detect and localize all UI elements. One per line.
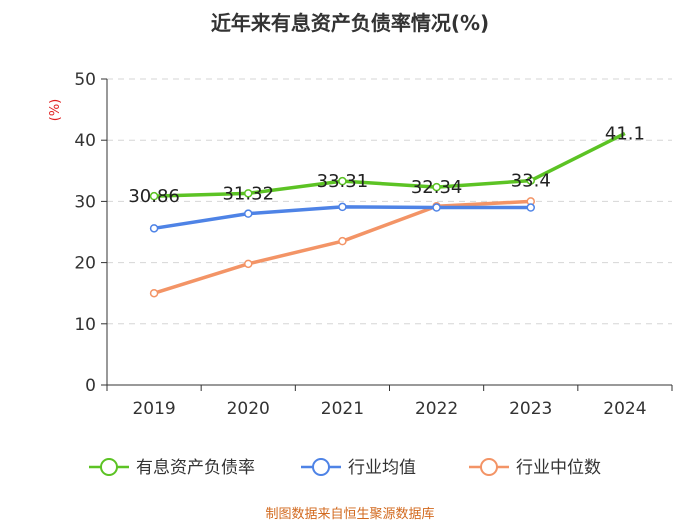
- series-point-0: [432, 182, 441, 192]
- series-point-0: [338, 176, 347, 186]
- x-tick-label: 2023: [509, 399, 552, 419]
- data-labels: 30.86 31.32 33.31 32.34 33.4 41.1: [128, 123, 645, 207]
- y-unit-label: (%): [48, 99, 63, 122]
- series-point-1: [149, 224, 159, 233]
- x-tick-label: 2022: [415, 399, 458, 419]
- x-tick-label: 2021: [321, 399, 364, 419]
- legend: 有息资产负债率 行业均值 行业中位数: [89, 458, 601, 478]
- legend-marker: [100, 458, 118, 476]
- grid-lines: [107, 78, 672, 325]
- y-tick-label: 40: [74, 131, 96, 151]
- series-point-0: [244, 189, 253, 198]
- data-label: 41.1: [605, 123, 645, 144]
- series-point-0: [149, 191, 159, 201]
- source-note: 制图数据来自恒生聚源数据库: [265, 506, 434, 522]
- y-tick-label: 20: [74, 254, 96, 274]
- legend-label: 行业中位数: [516, 458, 601, 478]
- series-point-1: [526, 203, 535, 212]
- series-point-2: [149, 288, 159, 298]
- data-label: 30.86: [128, 186, 180, 207]
- series-point-2: [338, 236, 347, 246]
- legend-label: 有息资产负债率: [136, 458, 255, 478]
- data-label: 31.32: [222, 183, 274, 204]
- series-line-2: [153, 199, 531, 295]
- data-label: 32.34: [411, 177, 463, 198]
- y-tick-label: 10: [74, 315, 96, 335]
- series-point-2: [244, 259, 253, 269]
- legend-marker: [480, 458, 498, 476]
- x-tick-label: 2024: [603, 399, 646, 419]
- y-tick-label: 50: [74, 70, 96, 90]
- y-tick-label: 0: [85, 376, 96, 396]
- series-point-1: [244, 209, 253, 218]
- chart-title: 近年来有息资产负债率情况(%): [211, 11, 489, 35]
- legend-marker: [312, 458, 330, 476]
- axes: 0 10 20 30 40 50 2019 2020 2021 2022 2023 2024: [74, 70, 673, 419]
- data-label: 33.31: [317, 171, 369, 192]
- data-label: 33.4: [511, 171, 551, 192]
- series-layer: [149, 131, 626, 298]
- series-line-0: [154, 131, 626, 198]
- legend-label: 行业均值: [348, 458, 416, 478]
- series-point-0: [526, 176, 535, 185]
- x-tick-label: 2019: [132, 399, 175, 419]
- x-tick-label: 2020: [227, 399, 270, 419]
- y-tick-label: 30: [74, 192, 96, 212]
- series-point-1: [338, 202, 347, 212]
- series-point-1: [432, 203, 441, 212]
